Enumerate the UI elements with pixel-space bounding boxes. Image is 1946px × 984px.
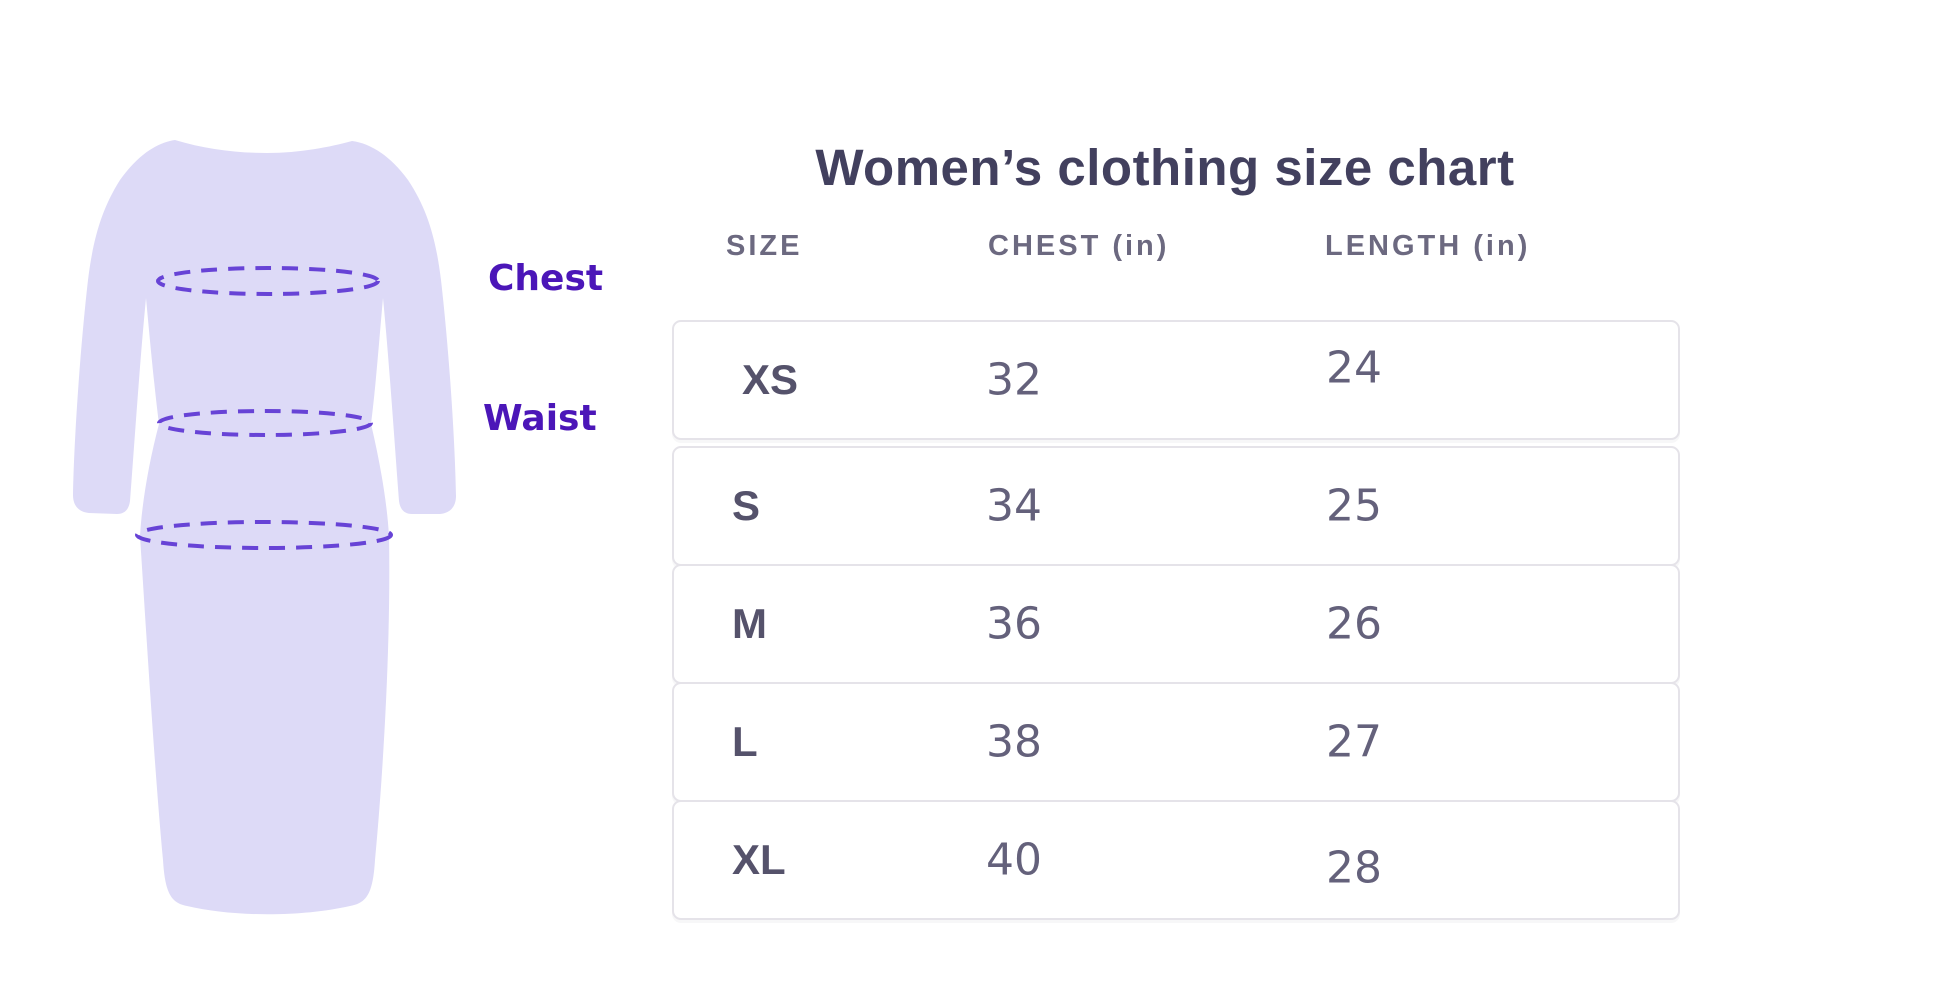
table-row: L 38 27 [672, 682, 1680, 802]
table-row: S 34 25 [672, 446, 1680, 566]
size-value: XS [742, 356, 799, 403]
hip-measure-line [135, 520, 393, 550]
chest-label: Chest [488, 258, 604, 299]
length-value: 27 [1326, 716, 1382, 768]
chest-value: 38 [986, 716, 1042, 768]
table-row: XL 40 28 [672, 800, 1680, 920]
table-row: M 36 26 [672, 564, 1680, 684]
size-table: SIZE CHEST (in) LENGTH (in) XS 32 24 S 3… [672, 230, 1680, 920]
column-header-size: SIZE [726, 230, 803, 262]
length-value: 26 [1326, 598, 1382, 650]
chest-measure-line [156, 266, 380, 296]
size-value: M [732, 600, 767, 647]
column-header-length: LENGTH (in) [1325, 230, 1531, 262]
table-body: XS 32 24 S 34 25 M 36 26 L 38 27 XL 40 2… [672, 320, 1680, 920]
page-title: Women’s clothing size chart [815, 139, 1515, 197]
size-value: S [732, 482, 761, 529]
length-value: 24 [1326, 342, 1382, 394]
chest-value: 32 [986, 354, 1042, 406]
waist-measure-line [157, 409, 373, 437]
table-header-row: SIZE CHEST (in) LENGTH (in) [672, 230, 1680, 270]
chest-value: 34 [986, 480, 1042, 532]
column-header-chest: CHEST (in) [988, 230, 1170, 262]
chest-value: 40 [986, 834, 1042, 886]
table-row: XS 32 24 [672, 320, 1680, 440]
length-value: 28 [1326, 842, 1382, 894]
size-value: XL [732, 836, 786, 883]
length-value: 25 [1326, 480, 1382, 532]
size-value: L [732, 718, 758, 765]
dress-illustration [73, 140, 456, 915]
dress-silhouette [73, 140, 456, 915]
waist-label: Waist [483, 398, 597, 439]
chest-value: 36 [986, 598, 1042, 650]
